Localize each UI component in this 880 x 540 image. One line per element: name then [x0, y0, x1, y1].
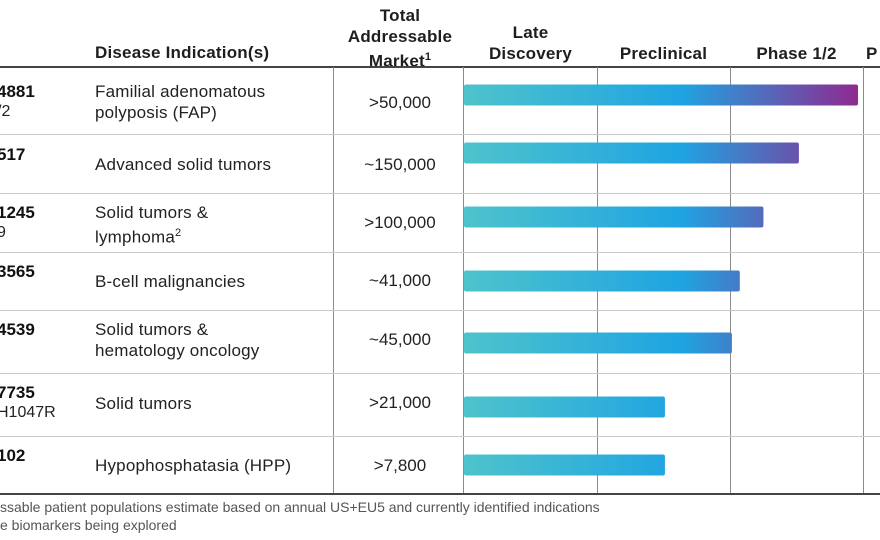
- program-code: 4539: [0, 320, 35, 339]
- program-target: /2: [0, 103, 11, 120]
- footnote-2: e biomarkers being explored: [0, 517, 177, 533]
- row-separator: [0, 193, 880, 194]
- row-separator: [0, 310, 880, 311]
- market-value: ~41,000: [369, 271, 431, 290]
- header-market-line3: Market1: [368, 51, 432, 71]
- indication-line: polyposis (FAP): [95, 103, 218, 122]
- indication-line: Advanced solid tumors: [95, 155, 272, 174]
- divider-stage-3: [863, 67, 864, 494]
- progress-bar: [464, 396, 665, 418]
- indication-line: B-cell malignancies: [95, 272, 246, 291]
- header-stage-next: P: [866, 44, 878, 63]
- progress-bar: [464, 84, 858, 106]
- market-value: >7,800: [373, 456, 427, 475]
- market-value: >100,000: [364, 213, 436, 232]
- header-market: Total Addressable Market1: [336, 5, 464, 72]
- header-stage-late-discovery-line1: Late: [512, 23, 549, 42]
- divider-indication-market: [333, 67, 334, 494]
- program-target: 9: [0, 224, 6, 241]
- bottom-rule: [0, 493, 880, 495]
- market-value: >50,000: [369, 93, 431, 112]
- program-code: 1245: [0, 203, 35, 222]
- program-code: 3565: [0, 262, 35, 281]
- row-separator: [0, 373, 880, 374]
- header-stage-preclinical: Preclinical: [619, 44, 708, 63]
- indication-line: Solid tumors &: [95, 203, 209, 222]
- market-value: ~150,000: [364, 155, 436, 174]
- indication-cell: Hypophosphatasia (HPP): [95, 455, 291, 476]
- indication-cell: Solid tumors & lymphoma2: [95, 202, 208, 248]
- progress-bar: [464, 206, 764, 228]
- header-stage-late-discovery-line2: Discovery: [488, 44, 573, 63]
- header-market-line1: Total: [379, 6, 421, 25]
- indication-cell: Advanced solid tumors: [95, 154, 271, 175]
- indication-cell: Solid tumors: [95, 393, 192, 414]
- header-indication: Disease Indication(s): [95, 43, 270, 62]
- indication-line: Familial adenomatous: [95, 82, 266, 101]
- progress-bar: [464, 142, 799, 164]
- indication-cell: Solid tumors & hematology oncology: [95, 319, 259, 361]
- indication-footnote-ref: 2: [175, 227, 182, 239]
- indication-cell: B-cell malignancies: [95, 271, 245, 292]
- indication-line: Hypophosphatasia (HPP): [95, 456, 292, 475]
- program-code: 102: [0, 446, 26, 465]
- indication-cell: Familial adenomatous polyposis (FAP): [95, 81, 265, 123]
- indication-line: lymphoma2: [95, 227, 182, 247]
- divider-stage-2: [730, 67, 731, 494]
- row-separator: [0, 436, 880, 437]
- row-separator: [0, 134, 880, 135]
- indication-line: Solid tumors: [95, 394, 192, 413]
- indication-line: hematology oncology: [95, 341, 260, 360]
- program-code: 4881: [0, 82, 35, 101]
- progress-bar: [464, 454, 665, 476]
- header-stage-late-discovery: Late Discovery: [464, 22, 597, 64]
- header-stage-phase12: Phase 1/2: [756, 44, 837, 63]
- footnote-1: ssable patient populations estimate base…: [0, 499, 600, 515]
- market-value: >21,000: [369, 393, 431, 412]
- progress-bar: [464, 270, 740, 292]
- program-target: H1047R: [0, 404, 56, 421]
- program-code: 517: [0, 145, 26, 164]
- program-code: 7735: [0, 383, 35, 402]
- divider-market-stage: [463, 67, 464, 494]
- indication-line: Solid tumors &: [95, 320, 209, 339]
- header-market-line2: Addressable: [347, 27, 453, 46]
- row-separator: [0, 252, 880, 253]
- divider-stage-1: [597, 67, 598, 494]
- header-rule: [0, 66, 880, 68]
- market-value: ~45,000: [369, 330, 431, 349]
